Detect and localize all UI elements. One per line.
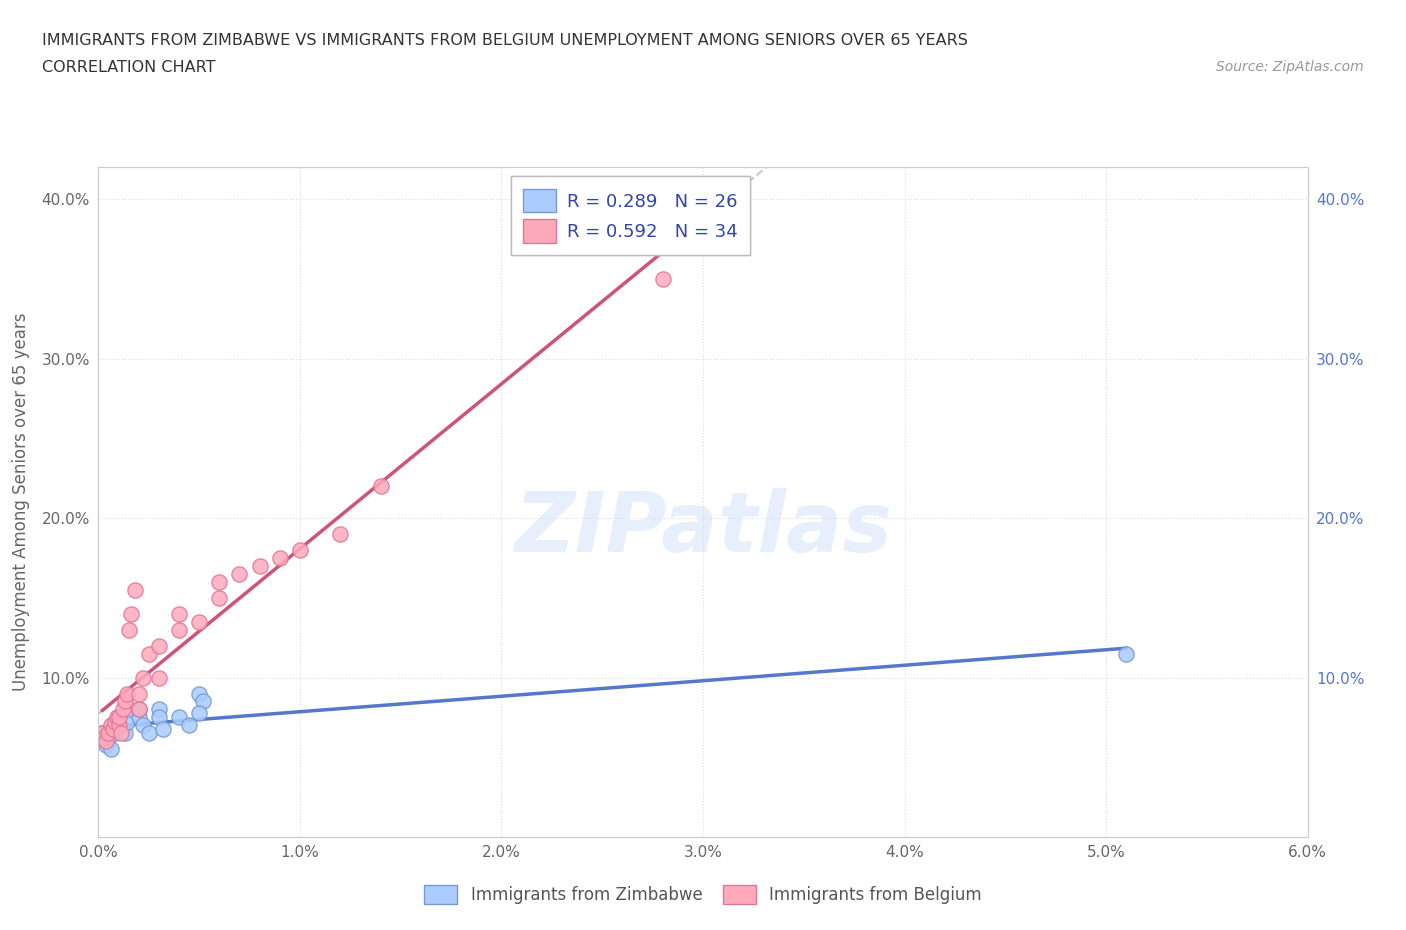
Point: [249, 559, 271, 574]
Point: [124, 582, 146, 597]
Point: [128, 686, 150, 701]
Point: [97, 726, 120, 741]
Text: CORRELATION CHART: CORRELATION CHART: [42, 60, 215, 75]
Point: [114, 726, 136, 741]
Point: [651, 272, 673, 286]
Point: [128, 702, 150, 717]
Point: [370, 479, 392, 494]
Point: [107, 710, 129, 724]
Point: [128, 710, 150, 724]
Point: [101, 718, 124, 733]
Point: [132, 671, 155, 685]
Point: [103, 726, 125, 741]
Point: [167, 622, 190, 637]
Point: [128, 702, 150, 717]
Point: [96, 734, 118, 749]
Point: [100, 742, 122, 757]
Point: [107, 718, 129, 733]
Point: [101, 721, 124, 736]
Point: [188, 615, 211, 630]
Point: [208, 591, 231, 605]
Text: ZIPatlas: ZIPatlas: [515, 488, 891, 569]
Point: [111, 702, 134, 717]
Point: [107, 718, 129, 733]
Point: [179, 718, 201, 733]
Point: [132, 718, 155, 733]
Point: [228, 566, 250, 581]
Point: [269, 551, 291, 565]
Point: [96, 737, 118, 752]
Point: [118, 622, 141, 637]
Point: [93, 734, 115, 749]
Text: Source: ZipAtlas.com: Source: ZipAtlas.com: [1216, 60, 1364, 74]
Point: [148, 702, 170, 717]
Point: [188, 686, 211, 701]
Point: [91, 726, 114, 741]
Point: [138, 646, 160, 661]
Point: [329, 526, 352, 541]
Point: [103, 715, 125, 730]
Point: [167, 710, 190, 724]
Point: [111, 721, 134, 736]
Point: [188, 705, 211, 720]
Point: [1115, 646, 1137, 661]
Y-axis label: Unemployment Among Seniors over 65 years: Unemployment Among Seniors over 65 years: [13, 313, 31, 691]
Point: [115, 715, 138, 730]
Point: [118, 702, 141, 717]
Point: [120, 606, 142, 621]
Point: [91, 726, 114, 741]
Point: [208, 575, 231, 590]
Point: [288, 542, 311, 557]
Text: IMMIGRANTS FROM ZIMBABWE VS IMMIGRANTS FROM BELGIUM UNEMPLOYMENT AMONG SENIORS O: IMMIGRANTS FROM ZIMBABWE VS IMMIGRANTS F…: [42, 33, 969, 47]
Point: [100, 718, 122, 733]
Legend: Immigrants from Zimbabwe, Immigrants from Belgium: Immigrants from Zimbabwe, Immigrants fro…: [416, 876, 990, 912]
Legend: R = 0.289   N = 26, R = 0.592   N = 34: R = 0.289 N = 26, R = 0.592 N = 34: [510, 177, 751, 256]
Point: [138, 726, 160, 741]
Point: [148, 638, 170, 653]
Point: [97, 731, 120, 746]
Point: [114, 694, 136, 709]
Point: [107, 710, 129, 724]
Point: [148, 710, 170, 724]
Point: [148, 671, 170, 685]
Point: [152, 721, 174, 736]
Point: [105, 710, 128, 724]
Point: [115, 686, 138, 701]
Point: [193, 694, 215, 709]
Point: [93, 731, 115, 746]
Point: [110, 726, 132, 741]
Point: [167, 606, 190, 621]
